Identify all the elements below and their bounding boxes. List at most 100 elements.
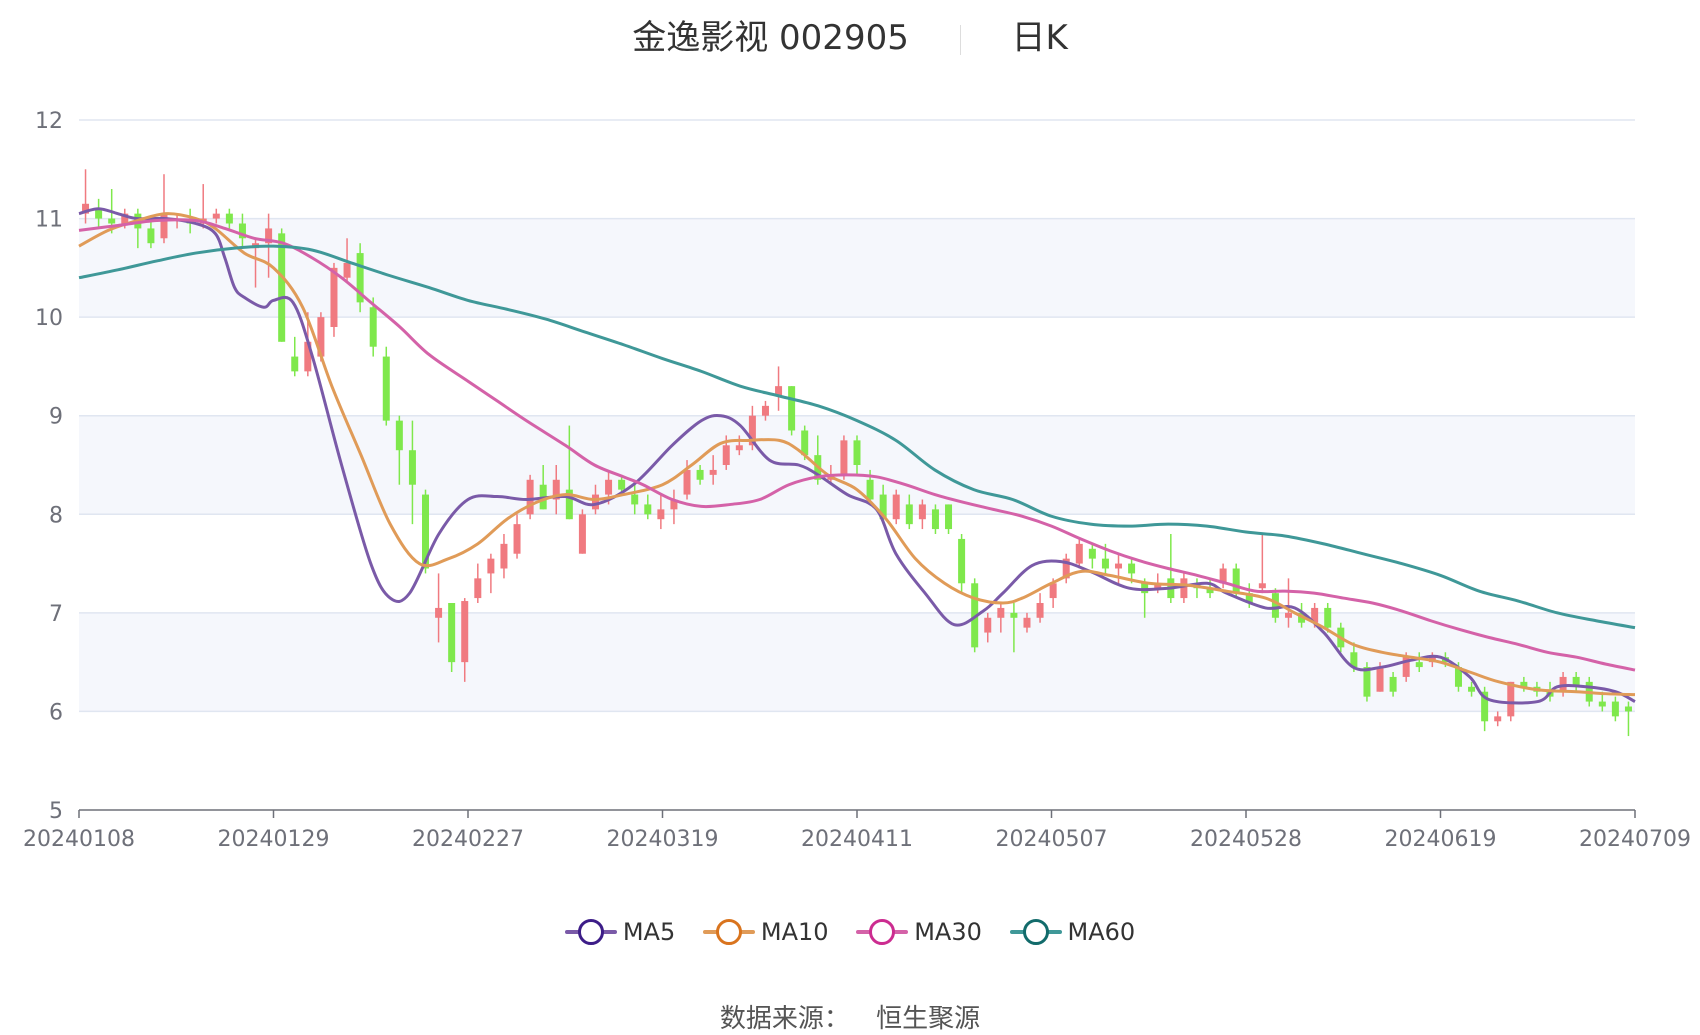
candle-body [1180,578,1188,599]
candle-body [1010,612,1018,618]
candle-body [1284,612,1292,618]
candle-body [605,479,613,495]
legend-item-ma60[interactable]: MA60 [1009,918,1136,946]
candle-body [644,504,652,515]
legend-label-ma60: MA60 [1067,918,1136,946]
candle-body [1232,568,1240,594]
candle-body [408,450,416,485]
x-tick-label: 20240108 [23,827,135,852]
x-tick-label: 20240227 [412,827,524,852]
x-tick-label: 20240709 [1579,827,1691,852]
candle-body [1324,607,1332,628]
y-tick-label: 6 [49,700,63,725]
y-tick-label: 8 [49,503,63,528]
x-tick-label: 20240619 [1385,827,1497,852]
y-tick-label: 11 [35,208,63,233]
candle-body [918,504,926,520]
x-tick-label: 20240129 [218,827,330,852]
stock-name: 金逸影视 [632,18,769,58]
legend-marker-ma30 [856,918,909,946]
candle-body [945,504,953,530]
legend-label-ma30: MA30 [914,918,982,946]
y-tick-label: 9 [49,405,63,430]
candle-body [382,356,390,421]
candle-body [958,538,966,584]
candle-body [1049,583,1057,599]
candle-body [238,223,246,239]
candle-body [775,386,783,396]
candle-body [1363,667,1371,697]
x-tick-label: 20240411 [801,827,913,852]
candle-body [683,469,691,495]
y-tick-label: 5 [49,799,63,824]
candle-body [618,479,626,490]
candle-body [657,509,665,520]
candle-body [840,440,848,475]
candle-body [552,479,560,500]
candle-body [1088,548,1096,559]
candle-body [225,213,233,224]
legend-marker-ma60 [1009,918,1062,946]
candle-body [448,603,456,663]
candle-body [1520,681,1528,687]
candle-body [1115,563,1123,569]
grid-band [79,612,1635,712]
legend-label-ma5: MA5 [622,918,676,946]
candle-body [487,558,495,574]
candle-body [1036,603,1044,618]
legend-item-ma5[interactable]: MA5 [564,918,676,946]
ma-line-ma10 [78,212,1636,697]
candle-body [95,208,103,219]
candle-body [1468,686,1476,692]
chart-legend: MA5 MA10 MA30 MA60 [0,918,1700,952]
candle-body [160,213,168,239]
candle-body [670,499,678,510]
candle-body [853,440,861,465]
candle-body [1075,543,1083,564]
candle-body [801,430,809,456]
ma-line-ma5 [78,207,1636,705]
candlestick-chart: 5 6 7 8 9 10 11 12 20240108 20240129 20240227 20240… [23,109,1691,852]
candle-body [474,578,482,599]
candle-body [1258,583,1266,589]
candle-body [291,356,299,372]
candle-body [1494,716,1502,722]
candle-body [121,213,129,224]
y-tick-label: 7 [49,602,63,627]
legend-marker-ma10 [702,918,755,946]
legend-marker-ma5 [564,918,617,946]
candle-body [866,479,874,500]
data-source: 数据来源： 恒生聚源 [0,998,1700,1035]
candle-body [526,479,534,515]
candle-body [356,253,364,303]
legend-item-ma10[interactable]: MA10 [702,918,829,946]
y-tick-label: 10 [35,306,63,331]
candle-body [212,213,220,219]
candle-body [696,469,704,480]
candle-body [317,317,325,357]
candle-body [879,494,887,520]
candle-body [1101,558,1109,569]
candle-body [304,341,312,372]
candle-body [1376,667,1384,692]
candle-body [343,262,351,278]
title-divider [959,24,961,55]
legend-label-ma10: MA10 [760,918,829,946]
stock-code: 002905 [779,18,909,58]
candle-body [1481,691,1489,722]
candle-body [108,218,116,224]
candle-body [1598,701,1606,707]
candle-body [1507,681,1515,717]
candle-body [1311,607,1319,623]
x-tick-label: 20240528 [1190,827,1302,852]
ma-line-ma60 [78,244,1636,630]
candle-body [1206,588,1214,594]
candle-body [788,386,796,431]
candle-body [709,469,717,475]
x-tick-label: 20240507 [996,827,1108,852]
candle-body [330,267,338,327]
candle-body [971,583,979,648]
candle-body [722,445,730,465]
candle-body [500,543,508,569]
legend-item-ma30[interactable]: MA30 [856,918,982,946]
